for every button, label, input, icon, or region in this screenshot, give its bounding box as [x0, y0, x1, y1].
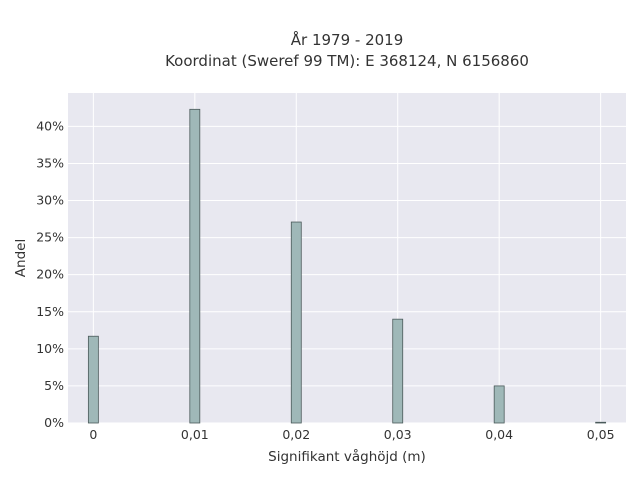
bar	[392, 318, 404, 424]
chart-title-line1: År 1979 - 2019	[291, 30, 404, 49]
x-tick-label: 0	[89, 427, 97, 442]
bar	[290, 221, 302, 424]
y-tick-label: 35%	[36, 155, 64, 170]
y-tick-label: 20%	[36, 267, 64, 282]
y-tick-label: 5%	[44, 378, 64, 393]
x-tick-label: 0,03	[384, 427, 412, 442]
bars	[87, 108, 607, 424]
y-tick-label: 30%	[36, 193, 64, 208]
x-tick-label: 0,01	[181, 427, 209, 442]
y-axis-label: Andel	[13, 239, 29, 277]
y-tick-label: 25%	[36, 230, 64, 245]
x-tick-label: 0,02	[282, 427, 310, 442]
plot-area	[68, 93, 626, 423]
x-tick-label: 0,04	[485, 427, 513, 442]
bar	[595, 421, 607, 424]
y-tick-label: 40%	[36, 118, 64, 133]
y-tick-label: 10%	[36, 341, 64, 356]
x-axis-ticks: 0 0,01 0,02 0,03 0,04 0,05	[89, 427, 614, 442]
bar	[87, 335, 99, 424]
y-axis-ticks: 0% 5% 10% 15% 20% 25% 30% 35% 40%	[36, 118, 64, 430]
y-tick-label: 15%	[36, 304, 64, 319]
y-tick-label: 0%	[44, 415, 64, 430]
x-axis-label: Signifikant våghöjd (m)	[268, 448, 426, 465]
chart-title-line2: Koordinat (Sweref 99 TM): E 368124, N 61…	[165, 52, 529, 70]
x-tick-label: 0,05	[587, 427, 615, 442]
bar	[493, 385, 505, 424]
bar	[189, 108, 201, 424]
